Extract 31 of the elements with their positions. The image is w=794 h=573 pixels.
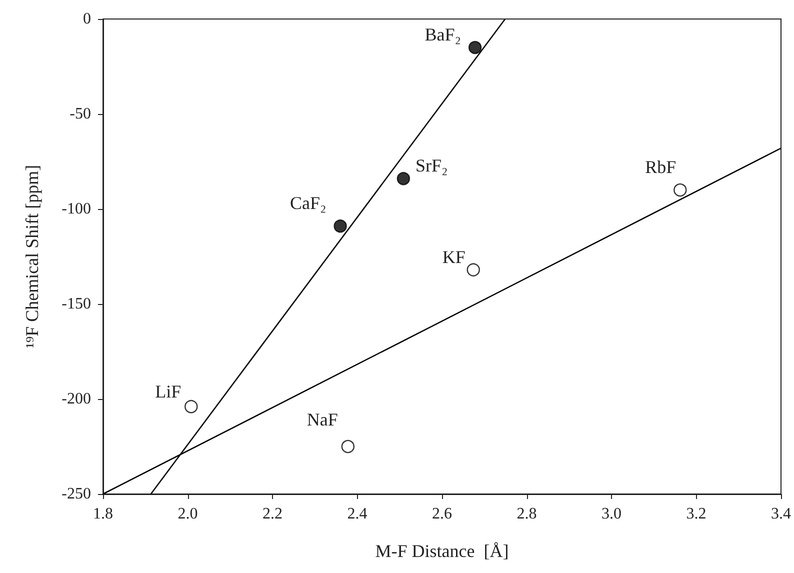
annotation: NaF [306, 410, 338, 430]
x-tick-label: 2.8 [516, 506, 537, 522]
y-tick-label: -250 [62, 486, 91, 502]
y-tick-label: 0 [83, 10, 91, 28]
x-tick-label: 3.4 [771, 506, 791, 522]
annotation: LiF [155, 382, 182, 402]
annotation: BaF₂ [424, 24, 462, 44]
point [184, 400, 198, 414]
annotation: CaF₂ [290, 193, 326, 214]
x-tick-label: 2.4 [347, 506, 368, 522]
y-tick-label: -100 [62, 200, 91, 218]
x-tick-label: 2.2 [262, 506, 282, 522]
annotation: SrF₂ [415, 156, 448, 176]
x-tick-label: 1.8 [93, 506, 113, 522]
x-tick-label: 3.0 [602, 506, 622, 522]
y-tick-label: -150 [62, 296, 91, 312]
point [674, 183, 687, 197]
point [334, 220, 347, 233]
point [396, 172, 410, 186]
annotation: KF [442, 246, 466, 267]
y-tick-label: -50 [70, 106, 91, 122]
annotation: RbF [645, 157, 676, 177]
point [468, 40, 482, 54]
x-tick-label: 3.2 [686, 506, 706, 522]
x-tick-label: 2.0 [178, 506, 198, 522]
point [466, 263, 480, 276]
x-tick-label: 2.6 [432, 506, 452, 522]
y-tick-label: -200 [62, 390, 91, 408]
y-axis-title: ¹⁹F Chemical Shift [ppm] [22, 164, 42, 348]
point [341, 440, 355, 454]
x-axis-title: M-F Distance [Å] [375, 541, 509, 561]
